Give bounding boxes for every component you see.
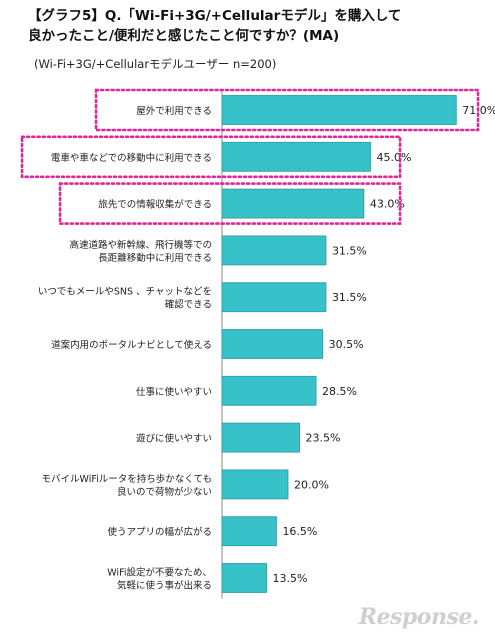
bar-value-label: 43.0%: [370, 198, 405, 211]
bar: [221, 516, 277, 547]
chart-title-line2: 良かったこと/便利だと感じたこと何ですか？(MA): [28, 28, 340, 44]
bar-value-label: 23.5%: [306, 432, 341, 445]
bar-value-label: 13.5%: [273, 572, 308, 585]
category-label: 屋外で利用できる: [136, 105, 212, 117]
category-label: 確認できる: [165, 299, 212, 311]
bar-value-label: 28.5%: [322, 385, 357, 398]
bar: [221, 235, 327, 266]
bar-value-label: 16.5%: [282, 525, 317, 538]
highlight-frame: [20, 135, 402, 179]
category-label: 仕事に使いやすい: [136, 386, 212, 398]
highlight-frame: [94, 88, 480, 132]
chart-title: 【グラフ5】Q.「Wi-Fi+3G/+Cellularモデル」を購入して 良かっ…: [28, 6, 478, 46]
bar: [221, 469, 289, 500]
category-label: WiFi設定が不要なため、: [107, 567, 212, 579]
bar: [221, 282, 327, 313]
bar: [221, 563, 267, 593]
category-label: 高速道路や新幹線、飛行機等での: [69, 239, 212, 251]
bar-value-label: 31.5%: [332, 244, 367, 257]
response-watermark-logo: Response.: [358, 604, 480, 630]
bar-value-label: 20.0%: [294, 478, 329, 491]
category-label: 道案内用のポータルナビとして使える: [51, 339, 212, 351]
category-label: 遊びに使いやすい: [136, 433, 212, 445]
bar: [221, 188, 365, 219]
chart-title-line1: 【グラフ5】Q.「Wi-Fi+3G/+Cellularモデル」を購入して: [28, 8, 402, 24]
category-label: いつでもメールやSNS 、チャットなどを: [38, 287, 212, 298]
category-label: 良いので荷物が少ない: [117, 486, 212, 498]
highlight-frame: [58, 182, 402, 225]
bar-value-label: 31.5%: [332, 291, 367, 304]
chart-subtitle: (Wi-Fi+3G/+Cellularモデルユーザー n=200): [34, 57, 277, 71]
bar: [221, 375, 317, 406]
category-label: 長距離移動中に利用できる: [98, 252, 212, 264]
bar-value-label: 30.5%: [329, 338, 364, 351]
bar: [221, 329, 324, 359]
bar: [221, 95, 457, 125]
category-label: 気軽に使う事が出来る: [117, 580, 212, 592]
category-label: 電車や車などでの移動中に利用できる: [51, 152, 212, 164]
bar: [221, 422, 300, 453]
bar-value-label: 45.0%: [377, 151, 412, 164]
category-label: 旅先での情報収集ができる: [98, 199, 212, 211]
category-label: 使うアプリの幅が広がる: [107, 526, 212, 538]
category-label: モバイルWiFiルータを持ち歩かなくても: [42, 473, 212, 485]
bar: [221, 141, 371, 172]
